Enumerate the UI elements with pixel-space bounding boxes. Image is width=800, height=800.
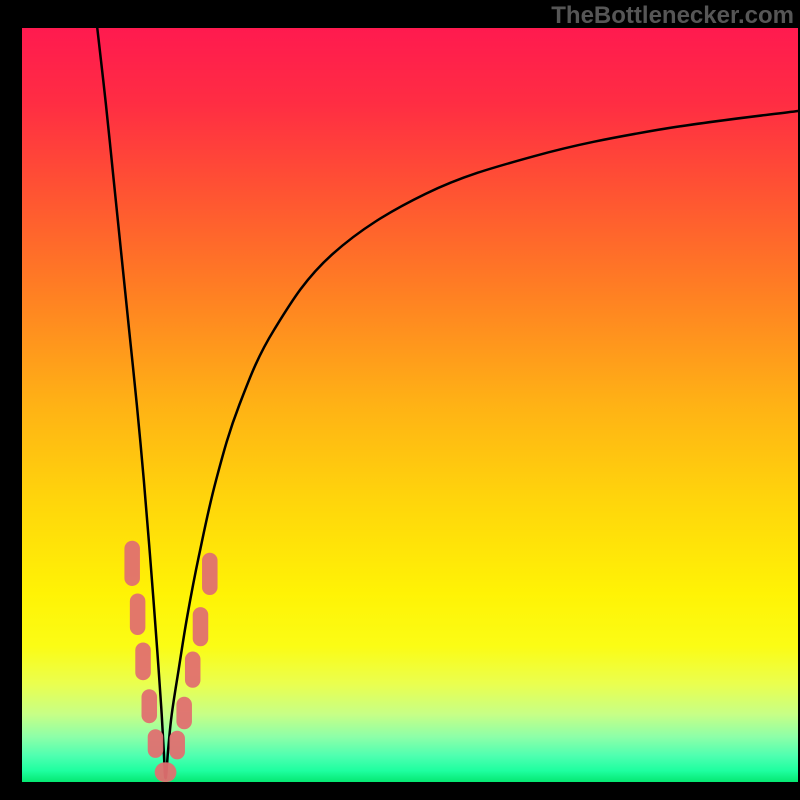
data-marker	[169, 731, 185, 760]
data-marker	[135, 643, 151, 681]
chart-container: TheBottlenecker.com	[0, 0, 800, 800]
data-marker	[155, 762, 177, 782]
data-marker	[202, 553, 218, 595]
watermark-text: TheBottlenecker.com	[551, 2, 794, 30]
data-marker	[185, 652, 201, 688]
data-marker	[130, 594, 146, 635]
data-marker	[176, 697, 192, 729]
data-marker	[148, 729, 164, 758]
data-marker	[124, 541, 140, 586]
bottleneck-curve-chart	[0, 0, 800, 800]
data-marker	[193, 607, 209, 646]
data-marker	[142, 689, 158, 723]
